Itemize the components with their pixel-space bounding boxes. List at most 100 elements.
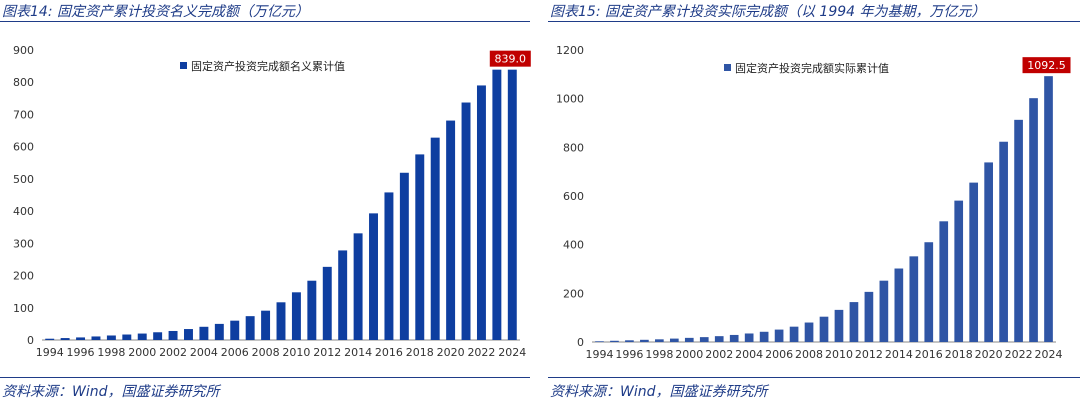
bar-2022 (476, 85, 486, 340)
bar-1996 (76, 337, 86, 340)
bar-2013 (879, 280, 889, 342)
bar-2001 (153, 332, 163, 340)
bar-2010 (291, 292, 301, 340)
bar-2001 (699, 337, 709, 342)
x-tick-label: 1994 (585, 348, 613, 361)
legend-label: 固定资产投资完成额名义累计值 (191, 59, 345, 73)
x-tick-label: 2018 (945, 348, 973, 361)
y-tick-label: 900 (13, 44, 34, 57)
bar-2004 (199, 326, 209, 340)
x-tick-label: 2012 (855, 348, 883, 361)
title-rule (0, 21, 530, 22)
x-tick-label: 2002 (705, 348, 733, 361)
x-tick-label: 2006 (765, 348, 793, 361)
bar-2022 (1014, 119, 1023, 342)
x-tick-label: 2008 (252, 346, 280, 359)
bar-1994 (45, 338, 55, 340)
x-tick-label: 2020 (975, 348, 1003, 361)
y-tick-label: 500 (13, 173, 34, 186)
x-tick-label: 2022 (1005, 348, 1033, 361)
bar-2005 (759, 331, 769, 342)
bar-2002 (714, 336, 724, 342)
legend-label: 固定资产投资完成额实际累计值 (735, 61, 889, 75)
y-tick-label: 100 (13, 302, 34, 315)
panel-real: 图表15: 固定资产累计投资实际完成额（以 1994 年为基期，万亿元） 0 20… (548, 0, 1080, 403)
bar-2000 (137, 333, 147, 340)
x-tick-label: 2024 (1035, 348, 1063, 361)
bar-2016 (924, 242, 934, 342)
bar-2020 (984, 162, 993, 342)
value-callout-box (1022, 57, 1071, 74)
nominal-bar-chart: 0 100 200 300 400 500 600 700 800 900 1994 1996 1998… (13, 44, 531, 359)
x-tick-label: 2022 (467, 346, 495, 359)
bar-2020 (446, 120, 456, 340)
bar-1999 (669, 338, 679, 342)
title-rule (548, 21, 1080, 22)
x-tick-label: 1996 (615, 348, 643, 361)
x-tick-label: 1998 (645, 348, 673, 361)
bar-2003 (184, 329, 193, 340)
y-tick-label: 200 (13, 270, 34, 283)
bar-2024 (1044, 76, 1053, 343)
y-tick-label: 300 (13, 237, 34, 250)
bar-2000 (684, 337, 694, 342)
y-tick-label: 0 (577, 336, 584, 349)
panel-nominal: 图表14: 固定资产累计投资名义完成额（万亿元） 0 100 200 300 400 50… (0, 0, 531, 403)
y-tick-label: 700 (13, 108, 34, 121)
y-tick-label: 800 (563, 141, 584, 154)
bar-1997 (91, 336, 101, 340)
x-tick-label: 2004 (735, 348, 763, 361)
bar-1998 (655, 339, 664, 342)
bar-1995 (610, 340, 619, 342)
bar-2004 (744, 333, 754, 342)
y-tick-label: 200 (563, 287, 584, 300)
x-tick-label: 2016 (915, 348, 943, 361)
source-note: 资料来源：Wind，国盛证券研究所 (2, 384, 220, 400)
y-tick-label: 400 (13, 205, 34, 218)
bar-2017 (399, 172, 409, 340)
y-tick-label: 1200 (556, 44, 584, 57)
bar-2018 (415, 154, 425, 340)
x-tick-label: 2016 (375, 346, 403, 359)
y-tick-label: 0 (27, 334, 34, 347)
x-tick-label: 2006 (221, 346, 249, 359)
legend-swatch (724, 64, 731, 71)
bar-2019 (430, 137, 440, 340)
bar-2024 (507, 69, 517, 341)
y-tick-label: 800 (13, 76, 34, 89)
value-callout: 839.0 (495, 53, 527, 66)
source-note: 资料来源：Wind，国盛证券研究所 (550, 384, 768, 400)
bar-2006 (774, 329, 784, 342)
bar-2012 (322, 266, 332, 340)
bar-2009 (819, 316, 829, 342)
x-tick-label: 2024 (498, 346, 526, 359)
bar-2015 (369, 213, 378, 340)
source-rule (548, 377, 1080, 378)
x-tick-label: 2012 (313, 346, 341, 359)
bar-2003 (729, 334, 739, 342)
bar-2017 (939, 221, 949, 342)
bar-2011 (849, 302, 859, 342)
y-tick-label: 400 (563, 239, 584, 252)
y-tick-label: 600 (563, 190, 584, 203)
bar-2002 (168, 330, 178, 340)
source-rule (0, 377, 530, 378)
bar-2012 (864, 291, 874, 342)
bar-2007 (789, 326, 799, 342)
bar-2009 (276, 302, 286, 340)
bar-2014 (894, 268, 904, 342)
bar-2021 (461, 102, 471, 341)
bar-1995 (60, 338, 70, 340)
x-tick-label: 2000 (128, 346, 156, 359)
bar-2010 (834, 309, 844, 342)
bar-2008 (261, 310, 271, 340)
figure-title: 图表15: 固定资产累计投资实际完成额（以 1994 年为基期，万亿元） (550, 4, 986, 20)
bar-2019 (969, 182, 979, 342)
x-tick-label: 2010 (825, 348, 853, 361)
x-tick-label: 1996 (67, 346, 95, 359)
y-tick-label: 1000 (556, 93, 584, 106)
x-tick-label: 2000 (675, 348, 703, 361)
x-tick-label: 2004 (190, 346, 218, 359)
bar-2021 (999, 141, 1008, 342)
